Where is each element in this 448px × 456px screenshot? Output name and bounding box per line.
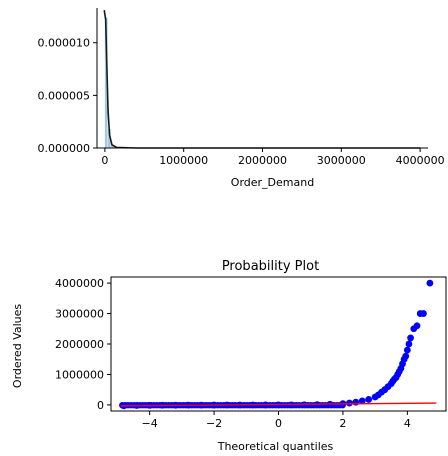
- chart2-x-axis-label: Theoretical quantiles: [217, 440, 334, 453]
- histogram-bar-2: [111, 144, 114, 148]
- qq-point-18: [345, 399, 353, 407]
- qq-point-21: [365, 396, 373, 403]
- chart2-x-tick-label: −2: [206, 417, 222, 430]
- qq-point-20: [358, 397, 366, 405]
- chart1-y-tick-label: 0.000000: [38, 142, 91, 155]
- chart1-x-tick-label: 1000000: [159, 154, 208, 167]
- qq-point-38: [405, 340, 413, 348]
- chart2-x-tick-label: 0: [275, 417, 282, 430]
- histogram-bar-1: [108, 129, 111, 148]
- qq-point-39: [407, 334, 414, 342]
- chart2-y-tick-label: 3000000: [55, 308, 104, 321]
- chart1-y-tick-label: 0.000010: [38, 37, 91, 50]
- chart2-y-tick-label: 0: [97, 399, 104, 412]
- qq-point-19: [352, 398, 360, 406]
- chart2-frame: [110, 276, 447, 412]
- chart1-x-tick-label: 0: [101, 154, 108, 167]
- qq-point-44: [426, 279, 434, 287]
- chart1-y-tick-label: 0.000005: [38, 89, 91, 102]
- chart2-y-tick-label: 4000000: [55, 277, 104, 290]
- chart1-x-tick-label: 2000000: [238, 154, 287, 167]
- chart1-x-tick-label: 3000000: [317, 154, 366, 167]
- qq-point-36: [402, 352, 410, 360]
- chart2-x-tick-label: 2: [339, 417, 346, 430]
- histogram-bar-0: [104, 17, 108, 149]
- chart2-title: Probability Plot: [222, 259, 319, 274]
- chart2-x-tick-label: 4: [404, 417, 411, 430]
- qq-point-41: [413, 322, 421, 330]
- chart1-x-axis-label: Order_Demand: [231, 176, 314, 189]
- chart2-y-tick-label: 1000000: [55, 368, 104, 381]
- histogram-chart: 0 1000000 2000000 3000000 4000000 0.000000 0.0…: [38, 8, 445, 189]
- chart1-x-tick-label: 4000000: [396, 154, 445, 167]
- qq-fit-line: [120, 402, 437, 407]
- qq-point-37: [403, 346, 411, 354]
- chart2-y-axis-label: Ordered Values: [11, 304, 24, 388]
- chart2-y-tick-label: 2000000: [55, 338, 104, 351]
- qq-point-43: [420, 310, 427, 317]
- chart2-x-tick-label: −4: [142, 417, 158, 430]
